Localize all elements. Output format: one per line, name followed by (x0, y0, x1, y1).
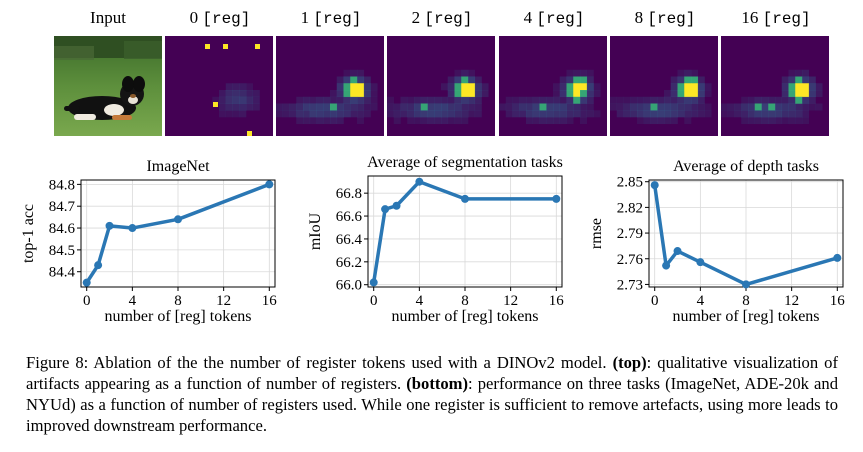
y-tick-label: 66.6 (336, 209, 363, 225)
data-point (82, 278, 91, 287)
y-axis-label: mIoU (307, 212, 324, 250)
attention-map-8 (610, 36, 718, 136)
reg-column-label-1: 1 [reg] (276, 8, 386, 28)
caption-mid: : qualitative visualization of artifacts… (26, 353, 838, 393)
data-point (265, 180, 274, 189)
x-tick-label: 4 (129, 293, 137, 309)
data-point (461, 194, 469, 203)
y-tick-label: 84.7 (49, 199, 76, 215)
reg-column-label-8: 8 [reg] (610, 8, 720, 28)
x-tick-label: 0 (651, 293, 659, 309)
attention-map-2 (387, 36, 495, 136)
x-tick-label: 8 (461, 293, 469, 309)
y-tick-label: 84.4 (49, 265, 76, 281)
attention-map-1 (276, 36, 384, 136)
x-tick-label: 0 (370, 293, 378, 309)
x-tick-label: 16 (830, 293, 846, 309)
x-tick-label: 4 (416, 293, 424, 309)
x-axis-label: number of [reg] tokens (104, 308, 251, 325)
x-axis-label: number of [reg] tokens (391, 308, 538, 325)
data-point (105, 221, 114, 230)
reg-tag: [reg] (202, 10, 251, 28)
reg-tag: [reg] (313, 10, 362, 28)
data-point (552, 194, 561, 203)
segmentation-plot: 66.0 66.2 66.4 66.6 66.8 0 4 8 12 16 Average of se… (307, 154, 564, 325)
data-point (650, 181, 659, 190)
y-tick-label: 66.8 (336, 186, 362, 202)
reg-tag: [reg] (647, 10, 696, 28)
y-tick-label: 2.85 (617, 175, 643, 191)
y-tick-label: 84.8 (49, 177, 75, 193)
data-point (369, 278, 378, 287)
y-tick-label: 84.5 (49, 243, 75, 259)
reg-column-label-2: 2 [reg] (387, 8, 497, 28)
attention-map-0 (165, 36, 273, 136)
series-line (371, 179, 557, 283)
reg-count: 8 (634, 8, 648, 27)
caption-bottom-label: (bottom) (406, 374, 469, 393)
y-tick-label: 2.82 (617, 200, 643, 216)
data-point (381, 205, 390, 214)
y-tick-label: 84.6 (49, 221, 76, 237)
y-tick-label: 2.79 (617, 226, 643, 242)
input-column-label: Input (90, 8, 126, 27)
reg-tag: [reg] (762, 10, 811, 28)
x-axis-label: number of [reg] tokens (672, 308, 819, 325)
data-point (415, 177, 424, 186)
reg-count: 16 (741, 8, 763, 27)
reg-count: 1 (300, 8, 314, 27)
y-axis-label: rmse (588, 218, 605, 249)
y-tick-label: 66.2 (336, 255, 362, 271)
input-photo (54, 36, 162, 136)
caption-top-label: (top) (612, 353, 647, 372)
y-tick-label: 66.0 (336, 278, 362, 294)
depth-plot: 2.73 2.76 2.79 2.82 2.85 0 4 8 12 16 Average of de… (588, 158, 845, 325)
plots-layer: 84.4 84.5 84.6 84.7 84.8 0 4 8 12 16 ImageNet numbe… (20, 154, 845, 325)
data-point (392, 201, 401, 210)
x-tick-label: 16 (549, 293, 565, 309)
reg-tag: [reg] (424, 10, 473, 28)
x-tick-label: 8 (174, 293, 182, 309)
plot-title: Average of segmentation tasks (367, 154, 563, 171)
data-point (94, 261, 103, 270)
x-tick-label: 12 (216, 293, 231, 309)
data-point (742, 280, 750, 289)
reg-column-label-4: 4 [reg] (499, 8, 609, 28)
data-point (174, 215, 182, 224)
y-axis-label: top-1 acc (20, 204, 37, 263)
imagenet-plot: 84.4 84.5 84.6 84.7 84.8 0 4 8 12 16 ImageNet numbe… (20, 158, 277, 325)
reg-count: 0 (189, 8, 203, 27)
figure-caption: Figure 8: Ablation of the the number of … (26, 352, 838, 436)
attention-map-4 (499, 36, 607, 136)
caption-tail: : performance on three tasks (ImageNet, … (26, 374, 839, 435)
x-tick-label: 16 (262, 293, 278, 309)
reg-column-label-16: 16 [reg] (721, 8, 831, 28)
series-line (652, 184, 838, 287)
data-point (696, 258, 705, 267)
x-tick-label: 12 (503, 293, 518, 309)
x-tick-label: 12 (784, 293, 799, 309)
reg-column-label-0: 0 [reg] (165, 8, 275, 28)
y-tick-label: 66.4 (336, 232, 363, 248)
data-point (673, 247, 682, 256)
y-tick-label: 2.73 (617, 277, 643, 293)
x-tick-label: 0 (83, 293, 91, 309)
y-tick-label: 2.76 (617, 252, 644, 268)
x-tick-label: 8 (742, 293, 750, 309)
data-point (833, 253, 842, 262)
x-tick-label: 4 (697, 293, 705, 309)
attention-map-16 (721, 36, 829, 136)
reg-tag: [reg] (536, 10, 585, 28)
caption-lead: Figure 8: Ablation of the the number of … (26, 353, 613, 372)
data-point (662, 261, 671, 270)
reg-count: 4 (523, 8, 537, 27)
plot-title: ImageNet (146, 158, 210, 175)
dog-photo-image (54, 36, 162, 136)
plot-title: Average of depth tasks (673, 158, 819, 175)
data-point (128, 224, 137, 233)
reg-count: 2 (411, 8, 425, 27)
